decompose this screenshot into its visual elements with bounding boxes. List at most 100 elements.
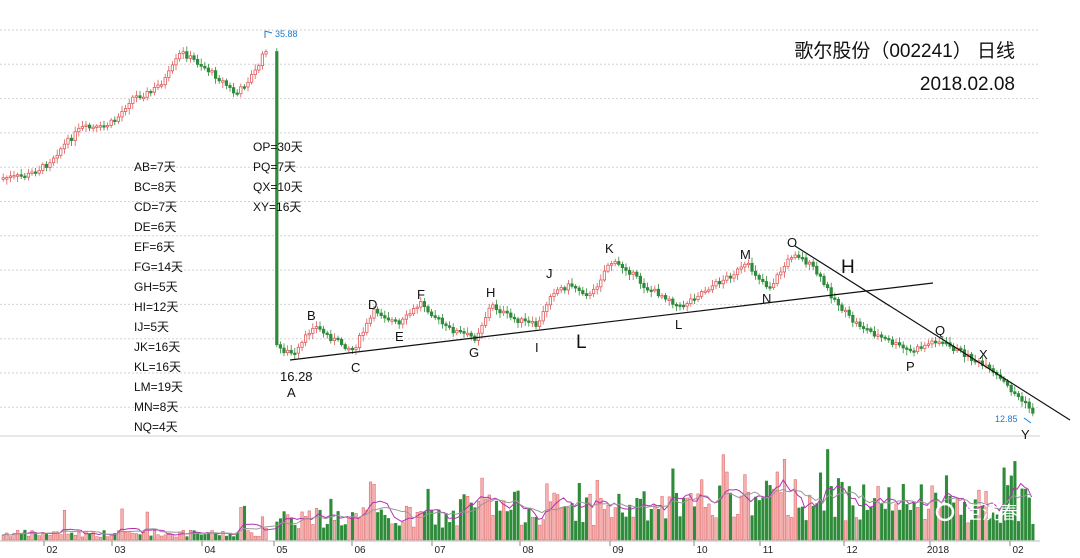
duration-ab: AB=7天 [134, 160, 176, 174]
candle-body [52, 157, 56, 164]
volume-bar [534, 516, 538, 541]
volume-bar [808, 494, 812, 541]
volume-bar [581, 522, 585, 541]
candle-body [275, 51, 279, 346]
volume-bar [912, 501, 916, 541]
candle-body [1031, 407, 1035, 414]
volume-bar [296, 528, 301, 541]
volume-bar [23, 529, 27, 541]
candle-body [1024, 400, 1028, 404]
candle-body [95, 125, 99, 128]
duration-jk: JK=16天 [134, 340, 180, 354]
low-price-label: 12.85 [995, 414, 1018, 424]
volume-bar [682, 497, 686, 541]
candle-body [321, 328, 326, 334]
duration-gh: GH=5天 [134, 280, 178, 294]
candle-body [480, 324, 484, 334]
candle-body [707, 289, 711, 292]
volume-bar [944, 475, 949, 541]
big-label-l: L [576, 332, 587, 353]
candle-body [192, 55, 196, 60]
candle-body [181, 51, 185, 54]
volume-bar [826, 449, 830, 541]
duration-lm: LM=19天 [134, 380, 183, 394]
volume-bar [840, 481, 844, 541]
candle-body [905, 347, 909, 350]
volume-bar [552, 492, 556, 541]
candle-body [379, 312, 383, 317]
volume-bar [710, 515, 715, 541]
volume-bar [106, 536, 110, 541]
duration-op: OP=30天 [253, 140, 303, 154]
candle-body [898, 342, 902, 346]
candle-body [822, 275, 826, 286]
volume-bar [44, 533, 49, 541]
volume-bar [372, 484, 376, 541]
candle-body [170, 64, 174, 72]
volume-bar [588, 494, 592, 541]
volume-bar [199, 534, 203, 541]
candle-body [210, 70, 214, 73]
watermark-logo-icon [935, 502, 955, 522]
candle-body [221, 80, 225, 83]
candle-body [908, 348, 913, 352]
volume-bar [1024, 488, 1028, 541]
watermark-text: 巨洗春 [964, 503, 1018, 523]
volume-bar [523, 522, 527, 541]
volume-bar [451, 510, 455, 541]
volume-bar [487, 494, 491, 541]
point-label-l: L [675, 317, 682, 332]
volume-bar [768, 485, 772, 541]
volume-bar [214, 533, 218, 541]
duration-list-left: AB=7天 BC=8天 CD=7天 DE=6天 EF=6天 FG=14天 GH=… [134, 160, 183, 434]
volume-bar [754, 496, 758, 541]
candle-body [451, 326, 455, 334]
volume-bar [656, 508, 661, 541]
candle-body [541, 311, 545, 322]
candle-body [375, 308, 380, 314]
x-tick-label: 06 [354, 545, 366, 556]
candle-body [401, 318, 405, 325]
volume-bar [728, 492, 733, 541]
candle-body [145, 91, 149, 98]
candle-body [527, 320, 531, 323]
candle-body [566, 283, 571, 291]
candle-body [646, 287, 650, 291]
candle-body [127, 103, 131, 109]
point-label-p: P [906, 359, 915, 374]
point-label-h: H [486, 285, 495, 300]
volume-bar [361, 507, 365, 541]
volume-bar [887, 487, 891, 541]
candle-body [73, 131, 77, 141]
candle-body [851, 314, 855, 323]
volume-bar [257, 536, 261, 541]
candle-body [329, 333, 333, 341]
candle-body [138, 95, 142, 99]
volume-bar [628, 504, 632, 541]
volume-bar [739, 495, 743, 541]
volume-bar [1016, 521, 1021, 541]
volume-bar [1020, 488, 1024, 541]
candle-body [779, 271, 783, 276]
candle-body [357, 335, 362, 349]
candle-body [700, 291, 704, 297]
point-label-g: G [469, 345, 479, 360]
candle-body [772, 283, 776, 289]
candle-body [365, 322, 369, 333]
volume-bars [1, 449, 1035, 541]
candle-body [195, 59, 200, 65]
volume-bar [91, 531, 95, 541]
candle-body [163, 77, 167, 86]
volume-bar [116, 530, 121, 541]
volume-bar [757, 500, 761, 541]
candle-body [638, 275, 643, 284]
candle-body [916, 346, 920, 353]
candle-body [325, 332, 329, 335]
volume-bar [430, 510, 434, 541]
candle-body [440, 317, 445, 325]
volume-bar [246, 530, 250, 541]
volume-bar [188, 530, 193, 541]
candle-body [289, 349, 293, 354]
wave-point-labels: 16.28 A B C D E F G H I J K L M N O P Q … [280, 235, 1030, 442]
volume-bar [516, 490, 520, 541]
